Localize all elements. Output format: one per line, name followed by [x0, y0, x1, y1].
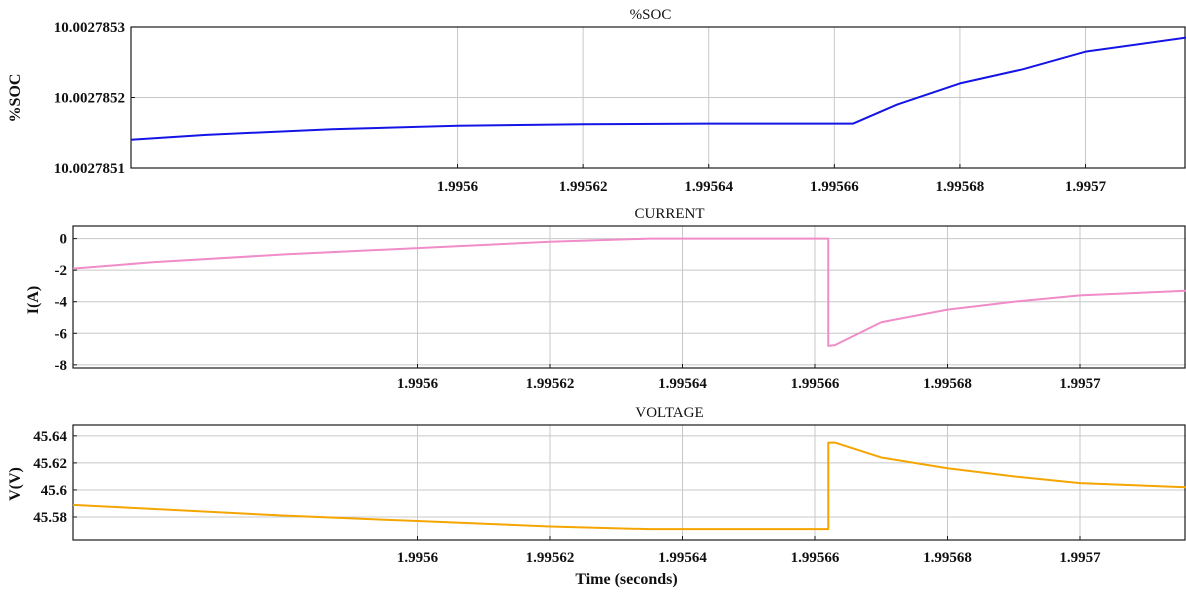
- x-tick-label: 1.99566: [810, 179, 859, 195]
- series-line: [72, 237, 1186, 347]
- y-axis-label: I(A): [25, 286, 42, 314]
- x-tick-label: 1.9957: [1059, 550, 1101, 566]
- y-tick-label: 10.0027852: [54, 91, 125, 107]
- x-tick-label: 1.9956: [437, 179, 479, 195]
- x-tick-label: 1.99562: [559, 179, 608, 195]
- y-tick-label: -6: [55, 326, 68, 342]
- x-tick-label: 1.99562: [526, 550, 575, 566]
- axes-frame: [72, 424, 1186, 541]
- x-tick-label: 1.9956: [397, 550, 439, 566]
- y-tick-label: 0: [60, 232, 68, 248]
- x-axis-label: Time (seconds): [575, 571, 677, 588]
- chart-title: CURRENT: [634, 206, 704, 222]
- chart-title: %SOC: [630, 7, 672, 23]
- x-tick-label: 1.9956: [397, 376, 439, 392]
- voltage-plot: 1.9956 1.99562 1.99564 1.99566 1.99568 1.9957…: [7, 405, 1186, 588]
- x-tick-label: 1.99562: [526, 376, 575, 392]
- y-axis-label: %SOC: [7, 74, 24, 123]
- y-tick-label: -4: [55, 295, 68, 311]
- x-tick-label: 1.99564: [658, 550, 707, 566]
- y-tick-label: 45.62: [33, 456, 67, 472]
- axes-frame: [72, 225, 1186, 369]
- x-tick-label: 1.99564: [658, 376, 707, 392]
- x-tick-label: 1.9957: [1065, 179, 1107, 195]
- x-tick-label: 1.99566: [791, 550, 840, 566]
- y-tick-label: 45.64: [33, 429, 67, 445]
- y-tick-label: 45.6: [41, 483, 68, 499]
- x-tick-label: 1.99568: [923, 376, 972, 392]
- y-tick-label: -2: [55, 263, 68, 279]
- x-tick-label: 1.99564: [684, 179, 733, 195]
- y-tick-label: 45.58: [33, 510, 67, 526]
- y-tick-label: 10.0027851: [54, 161, 125, 177]
- x-tick-label: 1.99568: [923, 550, 972, 566]
- x-tick-label: 1.99568: [936, 179, 985, 195]
- y-tick-label: -8: [55, 358, 68, 374]
- soc-plot: 1.9956 1.99562 1.99564 1.99566 1.99568 1.9957…: [7, 7, 1186, 195]
- chart-title: VOLTAGE: [635, 405, 703, 421]
- series-line: [72, 441, 1186, 531]
- series-line: [130, 36, 1186, 141]
- x-tick-label: 1.9957: [1059, 376, 1101, 392]
- current-plot: 1.9956 1.99562 1.99564 1.99566 1.99568 1.9957…: [25, 206, 1186, 392]
- y-axis-label: V(V): [7, 467, 24, 501]
- y-tick-label: 10.0027853: [54, 20, 125, 36]
- x-tick-label: 1.99566: [791, 376, 840, 392]
